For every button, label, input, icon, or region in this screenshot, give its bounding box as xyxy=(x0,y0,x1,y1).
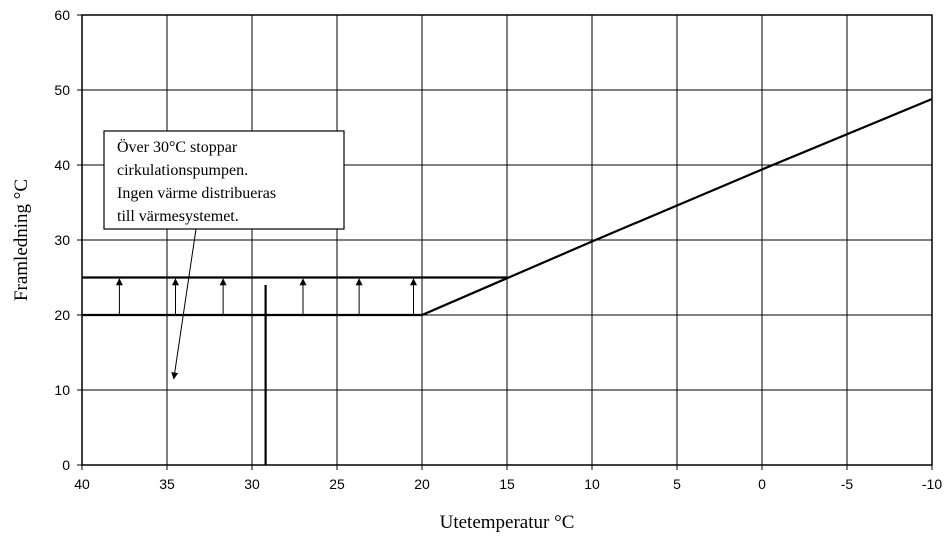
y-tick-labels: 0 10 20 30 40 50 60 xyxy=(54,7,70,473)
x-tick-label: 20 xyxy=(414,476,430,492)
y-tick-label: 20 xyxy=(54,307,70,323)
x-tick-label: 5 xyxy=(673,476,681,492)
heating-curve-line xyxy=(82,97,933,317)
x-tick-label: 40 xyxy=(74,476,90,492)
y-tick-label: 0 xyxy=(62,457,70,473)
x-tick-label: -10 xyxy=(922,476,942,492)
annotation-box: Över 30°C stoppar cirkulationspumpen. Inge… xyxy=(103,130,345,230)
y-tick-label: 40 xyxy=(54,157,70,173)
series-lines xyxy=(82,97,933,317)
annotation-text: Över 30°C stoppar cirkulationspumpen. Inge… xyxy=(117,138,276,225)
x-tick-label: 35 xyxy=(159,476,175,492)
y-tick-label: 30 xyxy=(54,232,70,248)
y-axis-title: Framledning °C xyxy=(11,179,32,301)
x-axis-title: Utetemperatur °C xyxy=(440,512,575,533)
plot-frame xyxy=(81,14,933,466)
annotation-line: cirkulationspumpen. xyxy=(117,162,248,179)
chart-marks xyxy=(115,228,417,465)
annotation-line: Ingen värme distribueras xyxy=(117,185,276,202)
x-tick-labels: 40 35 30 25 20 15 10 5 0 -5 -10 xyxy=(74,476,942,492)
annotation-arrow xyxy=(171,228,197,380)
x-tick-label: 15 xyxy=(499,476,515,492)
annotation-line: Över 30°C stoppar xyxy=(117,138,238,156)
x-tick-label: 0 xyxy=(758,476,766,492)
grid-lines xyxy=(77,14,933,470)
y-tick-label: 10 xyxy=(54,382,70,398)
annotation-line: till värmesystemet. xyxy=(117,208,239,225)
x-tick-label: 10 xyxy=(584,476,600,492)
x-tick-label: 30 xyxy=(244,476,260,492)
x-tick-label: 25 xyxy=(329,476,345,492)
x-tick-label: -5 xyxy=(841,476,854,492)
y-tick-label: 60 xyxy=(54,7,70,23)
annotation-frame xyxy=(103,130,345,230)
y-tick-label: 50 xyxy=(54,82,70,98)
